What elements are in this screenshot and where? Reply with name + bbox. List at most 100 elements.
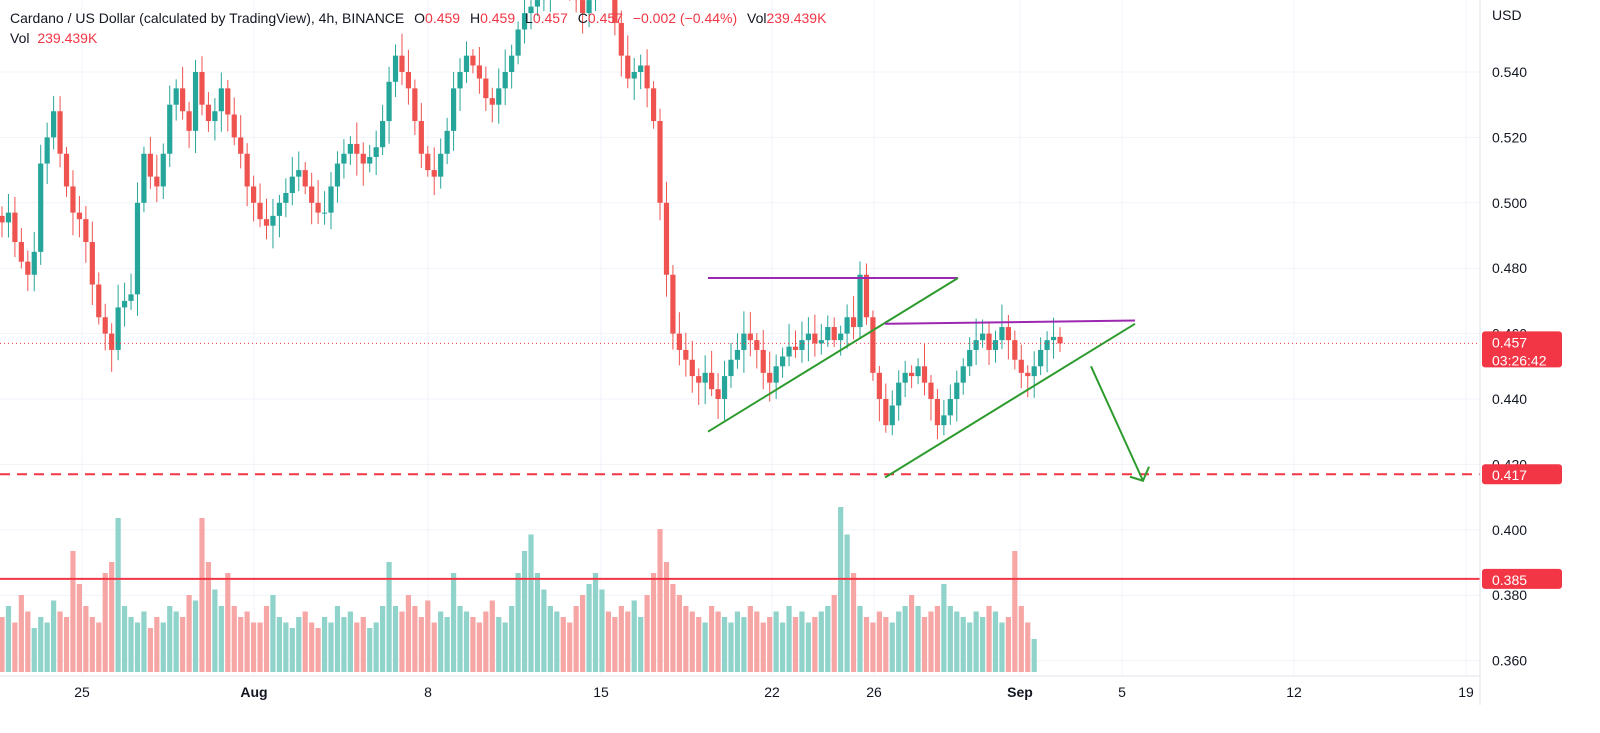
green-support-2[interactable] xyxy=(884,322,1136,479)
volume-bar xyxy=(257,622,263,672)
volume-bar xyxy=(967,622,973,672)
candle-body xyxy=(741,333,747,350)
volume-bar xyxy=(838,507,844,672)
candle-body xyxy=(63,153,70,187)
time-tick-label: 25 xyxy=(74,684,90,700)
volume-bar xyxy=(141,611,147,672)
green-support-1[interactable] xyxy=(707,277,959,433)
volume-bar xyxy=(51,600,57,672)
volume-bar xyxy=(534,573,541,672)
volume-bar xyxy=(631,600,637,672)
candle-body xyxy=(715,389,721,399)
purple-resistance-2[interactable] xyxy=(884,319,1136,325)
volume-bar xyxy=(341,617,347,672)
volume-bar xyxy=(1018,606,1024,672)
candle-body xyxy=(941,415,947,426)
candle-body xyxy=(534,0,541,7)
green-arrow-head xyxy=(1129,466,1150,482)
price-tick-label: 0.380 xyxy=(1492,587,1527,603)
volume-bar xyxy=(186,595,192,672)
candle-body xyxy=(734,349,741,360)
candle-body xyxy=(270,215,276,226)
volume-bar xyxy=(380,606,386,672)
candle-body xyxy=(728,359,734,377)
volume-bar xyxy=(57,611,63,672)
volume-bar xyxy=(709,606,715,672)
candle-body xyxy=(405,72,412,89)
candle-body xyxy=(831,327,837,341)
volume-bar xyxy=(863,617,870,672)
price-tick-label: 0.500 xyxy=(1492,195,1527,211)
candle-body xyxy=(928,382,934,399)
candle-body xyxy=(431,170,437,177)
volume-bar xyxy=(483,611,489,672)
candle-body xyxy=(57,111,63,154)
candle-body xyxy=(825,327,831,341)
volume-bar xyxy=(121,606,128,672)
candle-body xyxy=(160,153,166,187)
volume-bar xyxy=(870,622,876,672)
drawings xyxy=(707,277,1150,482)
candle-body xyxy=(218,88,224,112)
legend-open-label: O xyxy=(414,10,426,26)
time-axis[interactable]: 25 Aug 8 15 22 26 Sep 5 12 19 xyxy=(74,684,1474,700)
volume-bar xyxy=(767,617,773,672)
price-tick-label: 0.400 xyxy=(1492,522,1527,538)
current-price-badge-text: 03:26:42 xyxy=(1492,352,1547,368)
candle-body xyxy=(683,349,689,360)
volume-bar xyxy=(599,589,605,672)
volume-bar xyxy=(986,606,992,672)
volume-bar xyxy=(180,617,186,672)
candle-body xyxy=(44,137,50,164)
candle-body xyxy=(244,153,250,187)
volume-bar xyxy=(934,606,941,672)
candle-body xyxy=(760,349,766,373)
candle-body xyxy=(212,111,218,122)
candle-body xyxy=(1044,340,1050,350)
candle-body xyxy=(489,98,495,105)
chart-legend: Cardano / US Dollar (calculated by Tradi… xyxy=(10,8,826,48)
candle-body xyxy=(625,55,631,79)
candle-body xyxy=(805,333,812,341)
volume-bar xyxy=(676,595,682,672)
volume-bar xyxy=(321,617,328,672)
candle-body xyxy=(528,6,534,14)
volume-bar xyxy=(276,617,283,672)
candle-body xyxy=(580,0,586,14)
legend-symbol: Cardano / US Dollar (calculated by Tradi… xyxy=(10,10,405,26)
green-arrow[interactable] xyxy=(1090,365,1144,482)
candle-body xyxy=(838,333,844,341)
volume-bar xyxy=(167,606,173,672)
candle-body xyxy=(1038,349,1044,367)
volume-bar xyxy=(650,573,657,672)
volume-bar xyxy=(289,628,295,672)
volume-bar xyxy=(0,617,5,672)
candle-body xyxy=(754,340,760,350)
legend-volume-label: Vol xyxy=(10,30,30,46)
candle-body xyxy=(438,153,444,177)
volume-bar xyxy=(702,622,708,672)
candle-body xyxy=(992,340,999,350)
volume-bar xyxy=(1025,622,1031,672)
candle-body xyxy=(612,0,618,23)
time-tick-label: Sep xyxy=(1007,684,1033,700)
legend-high-value: 0.459 xyxy=(480,10,516,26)
candle-body xyxy=(199,72,205,105)
candle-body xyxy=(1018,359,1024,373)
candle-body xyxy=(412,88,418,122)
volume-bar xyxy=(109,562,115,672)
candle-body xyxy=(915,366,921,377)
price-tick-label: 0.360 xyxy=(1492,653,1527,669)
candle-body xyxy=(889,405,895,426)
candle-body xyxy=(1057,336,1063,344)
volume-bar xyxy=(18,595,24,672)
candle-body xyxy=(954,382,960,399)
price-axis-unit: USD xyxy=(1492,7,1522,23)
volume-bar xyxy=(734,611,741,672)
volume-bar xyxy=(463,611,470,672)
volume-bar xyxy=(915,606,921,672)
volume-bar xyxy=(689,611,695,672)
candle-body xyxy=(392,55,399,82)
volume-bar xyxy=(12,622,18,672)
